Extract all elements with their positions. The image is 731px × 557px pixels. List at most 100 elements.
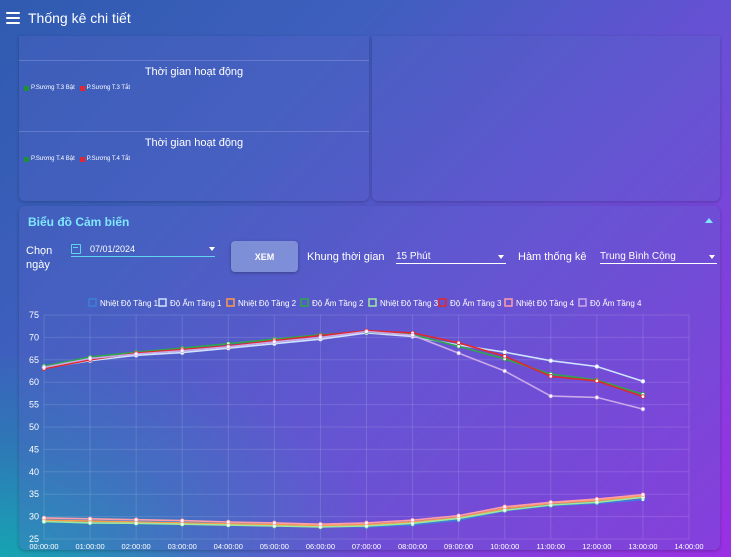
legend-swatch	[79, 156, 85, 162]
legend-swatch	[368, 298, 377, 307]
y-tick-label: 35	[29, 489, 39, 499]
date-label-line-1: Chọn	[26, 245, 53, 257]
timeframe-value: 15 Phút	[396, 251, 431, 262]
data-point	[41, 365, 47, 370]
x-tick-label: 04:00:00	[214, 542, 243, 550]
legend-item[interactable]: P.Sương T.4 Tắt	[79, 156, 131, 162]
y-tick-label: 50	[29, 422, 39, 432]
side-panel	[372, 36, 720, 201]
view-button[interactable]: XEM	[231, 241, 298, 272]
series-line	[43, 331, 644, 396]
data-point	[594, 378, 600, 384]
collapse-icon[interactable]	[705, 218, 713, 223]
legend-label: Nhiệt Độ Tầng 2	[238, 299, 297, 308]
timeframe-select[interactable]: 15 Phút	[396, 250, 506, 264]
activity-panel: Thời gian hoạt động P.Sương T.3 Bật P.Sư…	[19, 36, 369, 201]
calendar-icon[interactable]	[71, 244, 81, 254]
legend-item[interactable]: P.Sương T.3 Bật	[24, 85, 75, 91]
legend-swatch	[79, 85, 85, 91]
legend-label: Độ Ẩm Tầng 1	[170, 299, 222, 308]
data-point	[410, 332, 415, 338]
chevron-down-icon[interactable]	[209, 247, 215, 251]
y-tick-label: 75	[29, 310, 39, 320]
legend-label: Độ Ẩm Tầng 3	[450, 299, 502, 308]
y-tick-label: 60	[29, 377, 39, 387]
date-value: 07/01/2024	[90, 244, 136, 254]
y-tick-label: 30	[29, 512, 39, 522]
x-tick-label: 05:00:00	[260, 542, 289, 550]
sensor-panel-title: Biểu đồ Cảm biến	[28, 215, 130, 229]
function-select[interactable]: Trung Bình Cộng	[600, 250, 717, 264]
data-point	[180, 522, 185, 527]
legend-label: Độ Ẩm Tầng 2	[312, 299, 364, 308]
y-tick-label: 55	[29, 400, 39, 410]
data-point	[548, 393, 553, 399]
y-tick-label: 45	[29, 444, 39, 454]
legend-swatch	[438, 298, 447, 307]
x-tick-label: 10:00:00	[490, 542, 519, 550]
legend-swatch	[158, 298, 167, 307]
data-point	[640, 406, 646, 412]
data-point	[456, 340, 461, 345]
menu-icon[interactable]	[6, 12, 20, 24]
data-point	[226, 519, 231, 525]
series-line	[43, 330, 644, 410]
legend-swatch	[24, 156, 29, 162]
x-tick-label: 00:00:00	[29, 542, 58, 550]
x-tick-label: 13:00:00	[628, 542, 657, 550]
legend-label: Nhiệt Độ Tầng 4	[516, 299, 575, 308]
top-bar: Thống kê chi tiết	[0, 0, 731, 36]
y-tick-label: 65	[29, 355, 39, 365]
data-point	[87, 516, 93, 522]
data-point	[133, 521, 139, 526]
data-point	[640, 394, 646, 399]
legend-swatch	[226, 298, 235, 307]
data-point	[87, 520, 93, 526]
data-point	[410, 517, 415, 523]
y-tick-label: 25	[29, 534, 39, 544]
data-point	[133, 351, 139, 357]
x-tick-label: 01:00:00	[75, 542, 104, 550]
data-point	[364, 329, 369, 334]
series-line	[43, 496, 643, 528]
data-point	[456, 350, 461, 356]
data-point	[41, 519, 47, 524]
data-point	[594, 364, 600, 369]
data-point	[548, 374, 553, 379]
legend-swatch	[88, 298, 97, 307]
x-tick-label: 02:00:00	[122, 542, 151, 550]
divider	[19, 60, 369, 61]
legend-label: P.Sương T.3 Bật	[31, 85, 75, 91]
data-point	[502, 508, 507, 513]
series-line	[43, 332, 644, 383]
legend-label: Nhiệt Độ Tầng 1	[100, 299, 159, 308]
legend-swatch	[578, 298, 587, 307]
data-point	[548, 358, 553, 363]
activity-legend-2: P.Sương T.4 Bật P.Sương T.4 Tắt	[24, 156, 135, 162]
x-tick-label: 14:00:00	[674, 542, 703, 550]
legend-item[interactable]: P.Sương T.4 Bật	[24, 156, 75, 162]
data-point	[364, 520, 369, 526]
data-point	[640, 492, 646, 497]
series-line	[43, 493, 643, 526]
chevron-down-icon[interactable]	[498, 254, 504, 259]
chevron-down-icon[interactable]	[709, 254, 715, 259]
x-tick-label: 11:00:00	[536, 542, 565, 550]
legend-label: P.Sương T.4 Bật	[31, 156, 75, 162]
legend-label: P.Sương T.4 Tắt	[86, 156, 131, 162]
data-point	[502, 354, 507, 359]
x-tick-label: 06:00:00	[306, 542, 335, 550]
data-point	[594, 395, 600, 400]
function-value: Trung Bình Cộng	[600, 251, 676, 262]
series-line	[43, 495, 643, 527]
page-title: Thống kê chi tiết	[28, 10, 131, 26]
date-picker[interactable]: 07/01/2024	[71, 242, 215, 257]
y-tick-label: 70	[29, 332, 39, 342]
activity-chart-title-1: Thời gian hoạt động	[144, 66, 244, 78]
data-point	[456, 344, 461, 349]
data-point	[594, 496, 600, 502]
data-point	[548, 500, 553, 505]
legend-item[interactable]: P.Sương T.3 Tắt	[79, 85, 130, 91]
series-line	[43, 329, 644, 398]
data-point	[133, 517, 139, 522]
